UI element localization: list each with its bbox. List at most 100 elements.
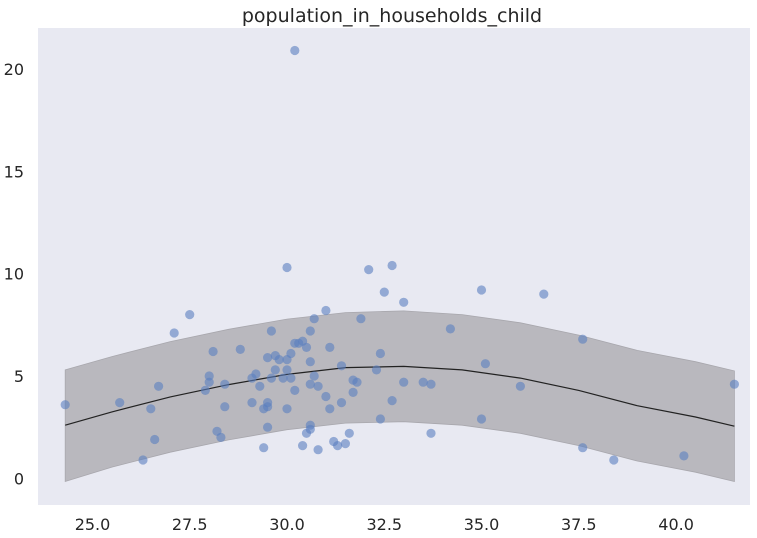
data-point	[263, 353, 273, 363]
data-point	[278, 373, 288, 383]
data-point	[313, 381, 323, 391]
data-point	[235, 344, 245, 354]
fit-line-layer	[65, 365, 735, 427]
data-point	[426, 379, 436, 389]
data-point	[266, 373, 276, 383]
data-point	[263, 398, 273, 408]
data-point	[290, 385, 300, 395]
y-axis-ticks: 0 5 10 15 20	[4, 60, 24, 488]
data-point	[282, 404, 292, 414]
data-point	[344, 428, 354, 438]
data-point	[352, 377, 362, 387]
data-point	[445, 324, 455, 334]
y-tick-label: 20	[4, 60, 24, 79]
x-tick-label: 40.0	[658, 515, 694, 534]
points-layer	[60, 45, 740, 465]
data-point	[348, 387, 358, 397]
y-tick-label: 0	[14, 469, 24, 488]
data-point	[309, 314, 319, 324]
data-point	[387, 396, 397, 406]
x-tick-label: 25.0	[75, 515, 111, 534]
data-point	[185, 310, 195, 320]
data-point	[146, 404, 156, 414]
data-point	[321, 391, 331, 402]
x-axis-ticks: 25.0 27.5 30.0 32.5 35.0 37.5 40.0	[75, 515, 694, 534]
x-tick-label: 35.0	[464, 515, 500, 534]
confidence-band-layer	[64, 310, 735, 483]
fit-line	[65, 365, 735, 427]
data-point	[169, 328, 179, 338]
data-point	[290, 45, 300, 56]
confidence-band	[64, 310, 735, 483]
data-point	[259, 443, 269, 453]
data-point	[387, 260, 397, 271]
data-point	[480, 359, 490, 369]
data-point	[375, 414, 385, 424]
data-point	[282, 262, 292, 273]
data-point	[274, 355, 284, 365]
chart-title: population_in_households_child	[242, 5, 542, 27]
y-tick-label: 10	[4, 265, 24, 284]
data-point	[399, 377, 409, 387]
data-point	[476, 285, 487, 295]
data-point	[309, 371, 319, 381]
data-point	[286, 373, 296, 383]
data-point	[336, 398, 347, 408]
data-point	[255, 381, 265, 391]
data-point	[375, 348, 385, 359]
data-point	[270, 365, 280, 375]
data-point	[364, 265, 374, 275]
data-point	[305, 357, 315, 367]
x-tick-label: 32.5	[366, 515, 402, 534]
data-point	[220, 379, 230, 389]
data-point	[313, 445, 323, 455]
data-point	[247, 398, 257, 408]
data-point	[204, 377, 214, 387]
data-point	[379, 287, 389, 297]
data-point	[60, 400, 70, 410]
data-point	[578, 334, 588, 344]
data-point	[729, 379, 740, 389]
data-point	[263, 422, 273, 432]
x-tick-label: 27.5	[172, 515, 208, 534]
data-point	[154, 381, 164, 391]
data-point	[333, 441, 343, 451]
data-point	[515, 381, 526, 391]
data-point	[356, 314, 366, 324]
y-tick-label: 5	[14, 367, 24, 386]
data-point	[115, 398, 125, 408]
data-point	[399, 297, 409, 307]
data-point	[208, 346, 218, 357]
data-point	[578, 443, 588, 453]
x-tick-label: 37.5	[561, 515, 597, 534]
data-point	[216, 432, 226, 442]
data-point	[539, 289, 549, 299]
data-point	[305, 326, 315, 336]
data-point	[298, 441, 308, 451]
data-point	[679, 451, 689, 461]
x-tick-label: 30.0	[269, 515, 305, 534]
data-point	[336, 361, 347, 371]
data-point	[340, 439, 350, 449]
data-point	[200, 385, 210, 395]
y-tick-label: 15	[4, 162, 24, 181]
data-point	[251, 369, 261, 379]
data-point	[266, 326, 276, 336]
data-point	[476, 414, 487, 424]
data-point	[321, 305, 331, 316]
data-point	[286, 348, 296, 359]
data-point	[305, 379, 315, 389]
data-point	[418, 377, 428, 387]
data-point	[609, 455, 619, 465]
data-point	[371, 365, 382, 375]
data-point	[282, 365, 292, 375]
data-point	[426, 428, 436, 438]
data-point	[138, 455, 148, 465]
data-point	[325, 404, 335, 414]
data-point	[325, 342, 335, 352]
data-point	[305, 424, 315, 434]
data-point	[301, 342, 312, 352]
data-point	[220, 402, 230, 412]
